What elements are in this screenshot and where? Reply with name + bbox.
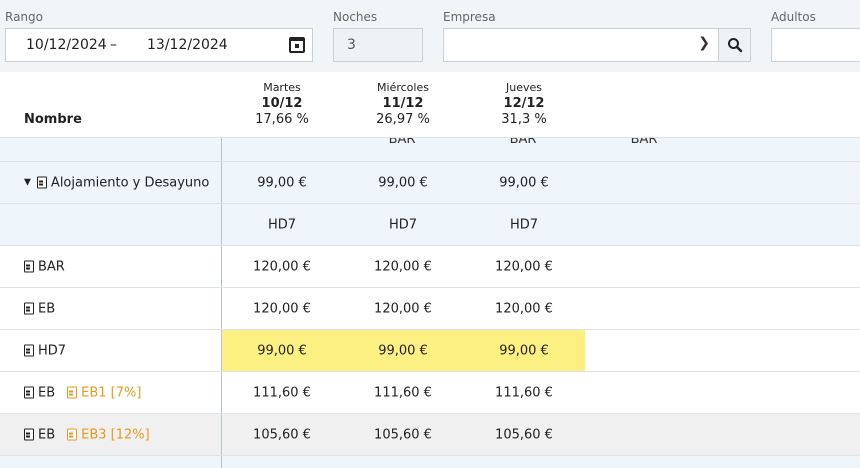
rate-cell[interactable]: 111,60 € bbox=[495, 385, 553, 400]
name-column-header: Nombre bbox=[24, 112, 82, 127]
table-row-group[interactable]: ▼ Alojamiento y Desayuno 99,00 € 99,00 €… bbox=[0, 162, 860, 204]
date: 10/12 bbox=[261, 96, 303, 111]
range-separator: – bbox=[110, 37, 117, 53]
row-name: BAR bbox=[38, 259, 65, 274]
discount-tag-label: EB3 [12%] bbox=[81, 427, 150, 442]
day-header: Martes 10/12 17,66 % bbox=[222, 80, 342, 128]
rate-cell[interactable]: 99,00 € bbox=[257, 175, 307, 190]
adults-input[interactable] bbox=[771, 28, 860, 62]
caret-down-icon[interactable]: ▼ bbox=[24, 177, 31, 188]
rate-cell[interactable]: 120,00 € bbox=[374, 301, 432, 316]
search-icon bbox=[728, 38, 743, 53]
rate-cell[interactable]: 99,00 € bbox=[499, 175, 549, 190]
nights-field: 3 bbox=[333, 28, 423, 62]
range-end: 13/12/2024 bbox=[147, 37, 228, 53]
rate-cell[interactable]: 111,60 € bbox=[253, 385, 311, 400]
rate-cell[interactable]: 120,00 € bbox=[253, 301, 311, 316]
weekday: Miércoles bbox=[377, 81, 429, 94]
table-header: Nombre Martes 10/12 17,66 % Miércoles 11… bbox=[0, 72, 860, 138]
range-label: Rango bbox=[5, 10, 43, 24]
rate-cell[interactable]: 105,60 € bbox=[253, 427, 311, 442]
day-header: Miércoles 11/12 26,97 % bbox=[343, 80, 463, 128]
nights-label: Noches bbox=[333, 10, 378, 24]
company-label: Empresa bbox=[443, 10, 496, 24]
table-row[interactable]: EB EB1 [7%] 111,60 € 111,60 € 111,60 € bbox=[0, 372, 860, 414]
filter-bar: Rango 10/12/2024 – 13/12/2024 Noches 3 E… bbox=[0, 0, 860, 72]
date: 12/12 bbox=[503, 96, 545, 111]
table-row-subgroup: HD7 HD7 HD7 bbox=[0, 204, 860, 246]
discount-tag[interactable]: EB1 [7%] bbox=[67, 385, 141, 400]
company-select[interactable]: ❯ bbox=[443, 28, 719, 62]
discount-tag[interactable]: EB3 [12%] bbox=[67, 427, 150, 442]
date-range-input[interactable]: 10/12/2024 – 13/12/2024 bbox=[5, 28, 313, 62]
row-name: HD7 bbox=[38, 343, 67, 358]
row-name: EB bbox=[38, 385, 56, 400]
document-icon bbox=[24, 260, 34, 273]
rate-cell[interactable]: 99,00 € bbox=[378, 343, 428, 358]
rate-cell[interactable]: 99,00 € bbox=[257, 343, 307, 358]
table-row-hovered[interactable]: EB EB3 [12%] 105,60 € 105,60 € 105,60 € bbox=[0, 414, 860, 456]
day-header: Jueves 12/12 31,3 % bbox=[464, 80, 584, 128]
row-name: EB bbox=[38, 301, 56, 316]
document-icon bbox=[67, 386, 78, 399]
rate-cell[interactable]: 99,00 € bbox=[499, 343, 549, 358]
rate-cell[interactable]: 120,00 € bbox=[253, 259, 311, 274]
company-search-button[interactable] bbox=[718, 28, 751, 62]
discount-tag-label: EB1 [7%] bbox=[81, 385, 142, 400]
calendar-icon[interactable] bbox=[289, 37, 305, 53]
document-icon bbox=[67, 428, 78, 441]
row-highlight bbox=[222, 330, 585, 371]
occupancy: 26,97 % bbox=[376, 112, 430, 127]
code-cell: HD7 bbox=[267, 217, 297, 232]
rate-cell[interactable]: 111,60 € bbox=[374, 385, 432, 400]
code-cell: HD7 bbox=[388, 217, 418, 232]
range-start: 10/12/2024 bbox=[26, 37, 107, 53]
rates-grid: BAR BAR BAR Nombre Martes 10/12 17,66 % … bbox=[0, 72, 860, 468]
date: 11/12 bbox=[382, 96, 424, 111]
rate-cell[interactable]: 120,00 € bbox=[495, 259, 553, 274]
weekday: Jueves bbox=[506, 81, 542, 94]
row-name: EB bbox=[38, 427, 56, 442]
document-icon bbox=[36, 176, 47, 189]
code-cell: HD7 bbox=[509, 217, 539, 232]
rate-cell[interactable]: 105,60 € bbox=[374, 427, 432, 442]
rate-cell[interactable]: 105,60 € bbox=[495, 427, 553, 442]
chevron-down-icon[interactable]: ❯ bbox=[698, 35, 710, 51]
document-icon bbox=[24, 386, 34, 399]
table-row-highlighted[interactable]: HD7 99,00 € 99,00 € 99,00 € bbox=[0, 330, 860, 372]
rate-cell[interactable]: 120,00 € bbox=[495, 301, 553, 316]
document-icon bbox=[24, 302, 34, 315]
occupancy: 31,3 % bbox=[501, 112, 547, 127]
rate-cell[interactable]: 120,00 € bbox=[374, 259, 432, 274]
row-name: Alojamiento y Desayuno bbox=[50, 175, 210, 190]
table-row-partial bbox=[0, 456, 860, 468]
table-row[interactable]: BAR 120,00 € 120,00 € 120,00 € bbox=[0, 246, 860, 288]
rate-cell[interactable]: 99,00 € bbox=[378, 175, 428, 190]
document-icon bbox=[24, 344, 34, 357]
table-row-peek: BAR BAR BAR bbox=[0, 132, 860, 162]
weekday: Martes bbox=[263, 81, 301, 94]
nights-value: 3 bbox=[347, 37, 356, 53]
adults-label: Adultos bbox=[771, 10, 816, 24]
occupancy: 17,66 % bbox=[255, 112, 309, 127]
document-icon bbox=[24, 428, 34, 441]
table-row[interactable]: EB 120,00 € 120,00 € 120,00 € bbox=[0, 288, 860, 330]
